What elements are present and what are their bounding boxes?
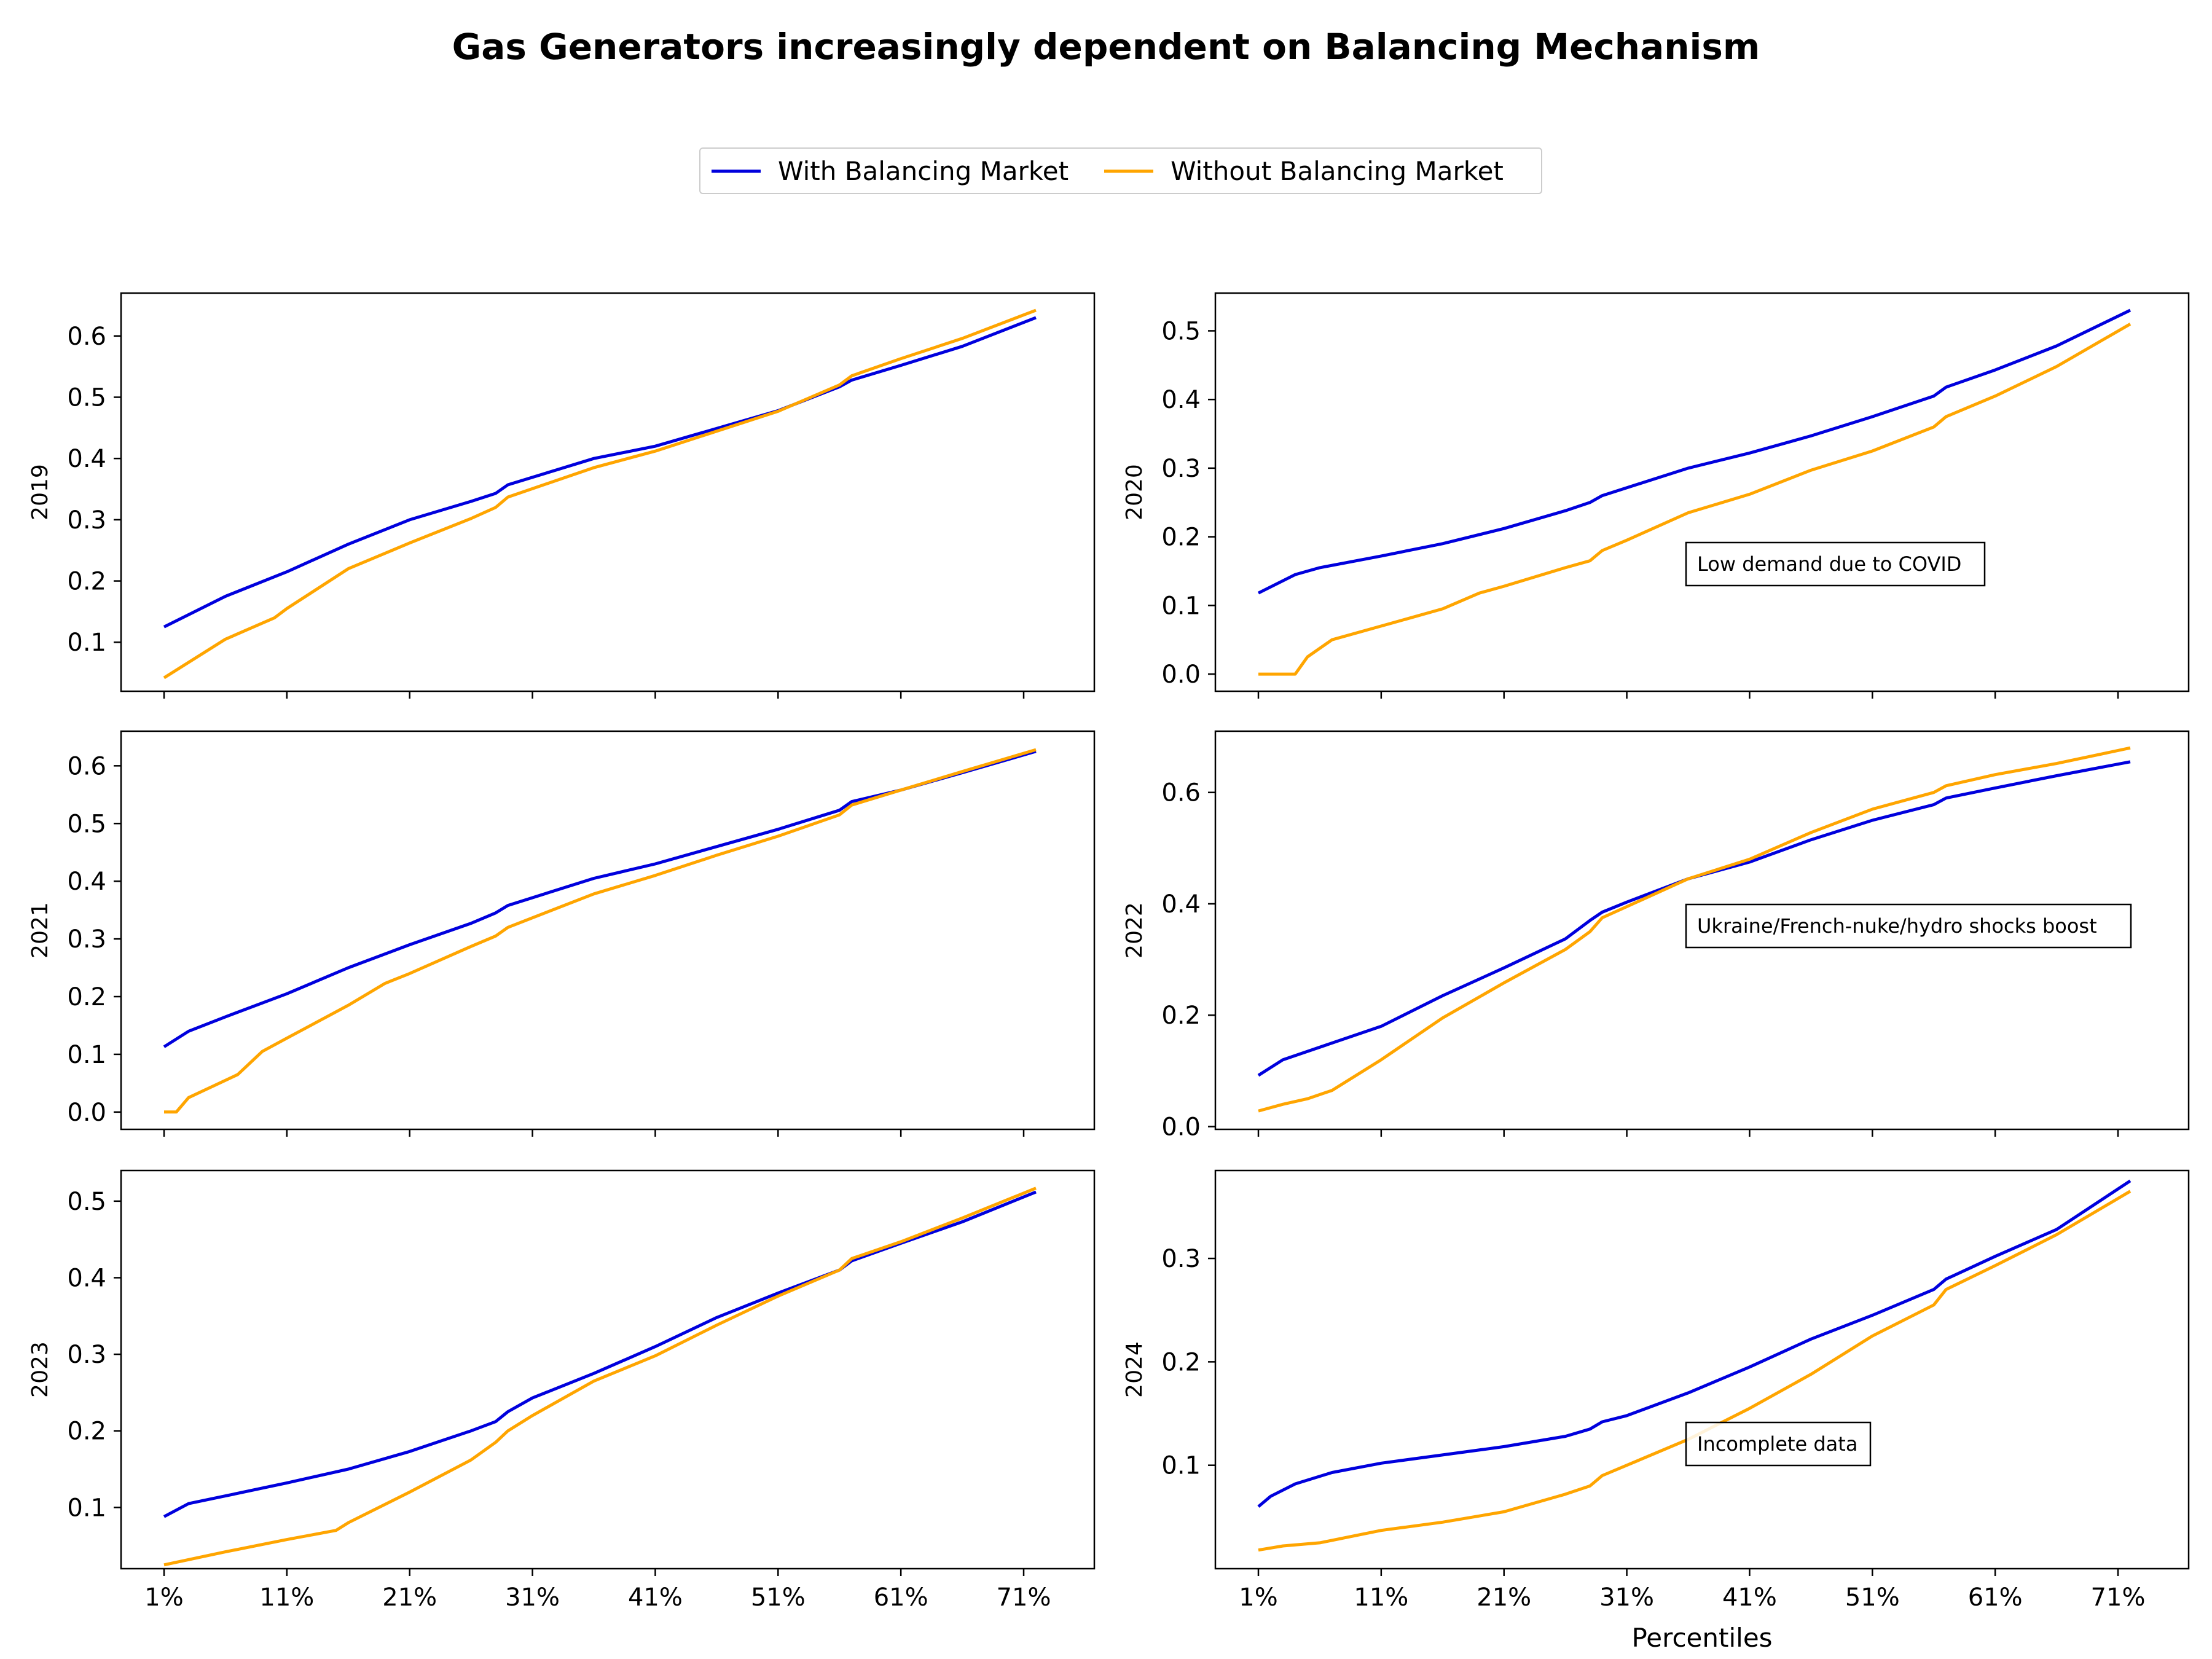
y-tick-label: 0.0	[1161, 661, 1201, 689]
y-tick-label: 0.6	[67, 752, 106, 780]
y-tick-label: 0.5	[67, 810, 106, 838]
subplot-2022: 0.0 0.2 0.4 0.6 2022 Ukraine/French-nuke/hydr…	[1122, 730, 2190, 1141]
y-tick-label: 0.1	[67, 1041, 106, 1069]
series-line-with	[163, 750, 1037, 1048]
x-tick-label: 11%	[259, 1583, 314, 1612]
y-tick-label: 0.3	[1161, 1245, 1201, 1273]
y-tick-label: 0.6	[1161, 779, 1201, 807]
series-line-with	[1257, 1179, 2132, 1508]
y-tick-label: 0.2	[1161, 1002, 1201, 1030]
y-tick-label: 0.0	[67, 1099, 106, 1127]
y-tick-label: 0.4	[1161, 890, 1201, 919]
y-tick-label: 0.3	[67, 925, 106, 954]
y-tick-label: 0.5	[67, 383, 106, 412]
y-tick-label: 0.4	[67, 868, 106, 896]
x-tick-label: 61%	[1968, 1583, 2023, 1612]
x-tick-label: 41%	[1722, 1583, 1777, 1612]
legend-label-with: With Balancing Market	[778, 155, 1069, 186]
y-axis-label: 2021	[28, 902, 53, 959]
y-tick-label: 0.6	[67, 323, 106, 351]
x-tick-label: 11%	[1354, 1583, 1408, 1612]
x-tick-label: 31%	[505, 1583, 560, 1612]
x-tick-label: 1%	[144, 1583, 183, 1612]
y-tick-label: 0.1	[67, 629, 106, 657]
x-tick-label: 71%	[2091, 1583, 2146, 1612]
subplot-2024: 0.1 0.2 0.3 1% 11% 21% 31% 41% 51% 61% 71% 2024 Inco…	[1122, 1169, 2190, 1612]
y-tick-label: 0.1	[67, 1494, 106, 1522]
legend: With Balancing Market Without Balancing …	[699, 147, 1542, 194]
annotation-box	[1685, 903, 2132, 949]
y-tick-label: 0.5	[67, 1188, 106, 1216]
subplot-2019: 0.1 0.2 0.3 0.4 0.5 0.6 2019	[28, 292, 1096, 699]
x-tick-label: 61%	[874, 1583, 928, 1612]
series-line-without	[1258, 1190, 2132, 1552]
y-tick-label: 0.4	[67, 445, 106, 473]
y-tick-label: 0.2	[67, 568, 106, 596]
y-axis-label: 2023	[28, 1341, 53, 1398]
y-tick-label: 0.2	[1161, 524, 1201, 552]
x-tick-label: 21%	[1477, 1583, 1531, 1612]
y-tick-label: 0.0	[1161, 1113, 1201, 1141]
series-line-without	[164, 748, 1037, 1114]
y-axis-label: 2024	[1122, 1341, 1147, 1398]
x-tick-label: 31%	[1599, 1583, 1654, 1612]
subplot-2023: 0.1 0.2 0.3 0.4 0.5 1% 11% 21% 31% 41% 51% 61% 71% 20…	[28, 1169, 1096, 1612]
y-tick-label: 0.3	[67, 506, 106, 535]
series-line-with	[1257, 760, 2131, 1077]
subplot-2020: 0.0 0.1 0.2 0.3 0.4 0.5 2020 Low demand due to …	[1122, 292, 2190, 699]
y-axis-label: 2019	[28, 464, 53, 520]
x-tick-label: 71%	[997, 1583, 1051, 1612]
y-tick-label: 0.2	[1161, 1348, 1201, 1376]
plot-frame	[1214, 292, 2190, 692]
series-line-with	[163, 1190, 1037, 1518]
y-tick-label: 0.5	[1161, 317, 1201, 345]
series-line-without	[163, 1186, 1037, 1567]
y-tick-label: 0.2	[67, 1418, 106, 1446]
y-tick-label: 0.1	[1161, 592, 1201, 620]
y-axis-label: 2022	[1122, 902, 1147, 959]
legend-swatch-with	[712, 169, 761, 173]
legend-swatch-without	[1104, 169, 1154, 173]
legend-entry-with: With Balancing Market	[712, 156, 1069, 186]
y-tick-label: 0.4	[1161, 386, 1201, 414]
plot-frame	[120, 730, 1096, 1131]
series-line-without	[1258, 746, 2131, 1113]
annotation-text: Low demand due to COVID	[1697, 552, 1961, 576]
x-tick-label: 51%	[751, 1583, 806, 1612]
series-line-with	[163, 316, 1037, 629]
x-tick-label: 41%	[628, 1583, 683, 1612]
annotation-text: Incomplete data	[1697, 1432, 1857, 1456]
annotation-box	[1685, 541, 1986, 587]
y-tick-label: 0.3	[1161, 455, 1201, 483]
chart-title: Gas Generators increasingly dependent on…	[452, 26, 1760, 68]
plot-frame	[120, 292, 1096, 692]
y-tick-label: 0.3	[67, 1341, 106, 1369]
plot-frame	[1214, 1169, 2190, 1570]
x-tick-label: 51%	[1845, 1583, 1900, 1612]
annotation-text: Ukraine/French-nuke/hydro shocks boost	[1697, 914, 2097, 938]
x-tick-label: 21%	[382, 1583, 437, 1612]
y-axis-label: 2020	[1122, 464, 1147, 520]
x-axis-label: Percentiles	[1631, 1623, 1772, 1653]
series-line-with	[1257, 308, 2132, 595]
plot-frame	[1214, 730, 2190, 1131]
annotation-box	[1685, 1421, 1872, 1467]
y-tick-label: 0.4	[67, 1264, 106, 1292]
legend-label-without: Without Balancing Market	[1171, 155, 1504, 186]
series-line-without	[163, 308, 1037, 680]
plot-frame	[120, 1169, 1096, 1570]
series-line-without	[1258, 323, 2132, 676]
y-tick-label: 0.2	[67, 983, 106, 1011]
subplot-2021: 0.0 0.1 0.2 0.3 0.4 0.5 0.6 2021	[28, 730, 1096, 1137]
legend-entry-without: Without Balancing Market	[1104, 156, 1504, 186]
y-tick-label: 0.1	[1161, 1452, 1201, 1480]
x-tick-label: 1%	[1239, 1583, 1277, 1612]
